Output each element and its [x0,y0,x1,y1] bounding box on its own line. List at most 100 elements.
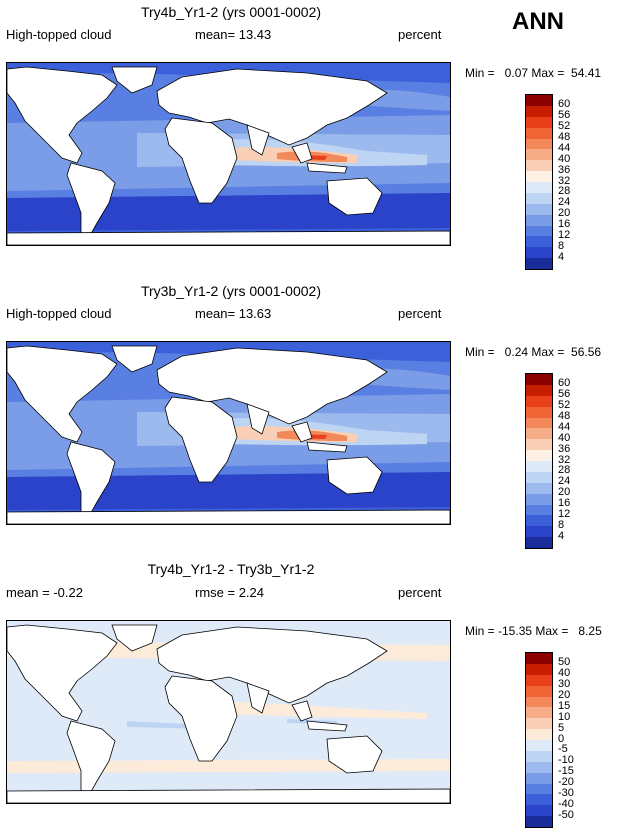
colorbar-tick-label: 52 [558,399,571,412]
colorbar-tick-label: 20 [558,689,571,701]
continent-outline [156,347,388,425]
colorbar-tick-label: 16 [558,218,571,230]
contour-band [7,193,450,231]
colorbar-swatch [526,203,552,215]
continent-outline [7,345,118,443]
continent-outline [246,124,270,156]
continent-outline [326,456,383,495]
colorbar-tick-label: 36 [558,163,571,176]
colorbar-swatch [526,182,552,193]
colorbar-tick-label: 56 [558,109,571,122]
colorbar-tick-label: 40 [558,152,571,165]
colorbar-tick-label: 20 [558,486,571,499]
contour-band [7,472,450,510]
colorbar-tick-label: -30 [558,786,574,799]
colorbar-swatch [526,214,552,226]
continent-outline [7,624,118,722]
units-label: percent [398,585,442,600]
colorbar-swatch [526,674,552,686]
colorbar-swatch [526,783,552,795]
continent-outline [291,142,348,174]
colorbar-tick-label: 16 [558,497,571,509]
continent-outline [291,421,348,453]
continent-outline [326,177,383,216]
colorbar-swatch [526,417,552,429]
colorbar-tick-label: 30 [558,678,571,691]
colorbar-tick-label: 52 [558,120,571,133]
season-label: ANN [512,8,564,35]
continent-outline [7,230,450,245]
colorbar-tick-label: 28 [558,185,571,198]
colorbar-swatch [526,685,552,697]
continent-outline [156,626,388,704]
colorbar-swatch [526,707,552,719]
colorbar-tick-label: 44 [558,141,571,154]
colorbar-swatch [526,105,552,117]
panel-title: Try4b_Yr1-2 - Try3b_Yr1-2 [147,561,315,577]
map-plot [6,62,451,246]
colorbar-swatch [526,696,552,708]
colorbar-swatch [526,761,552,773]
colorbar-swatch [526,95,552,106]
colorbar-tick-label: 12 [558,228,571,241]
colorbar-swatch [526,428,552,440]
contour-band [7,759,450,773]
colorbar-swatch [526,171,552,182]
colorbar-swatch [526,138,552,150]
colorbar-swatch [526,225,552,237]
continent-outline [164,396,238,483]
colorbar-swatch [526,461,552,472]
continent-outline [111,624,158,652]
colorbar [525,94,553,270]
colorbar [525,373,553,549]
colorbar-tick-label: 24 [558,196,571,209]
colorbar-swatch [526,395,552,407]
continent-outline [111,66,158,94]
colorbar-tick-label: 60 [558,98,571,111]
colorbar-swatch [526,750,552,762]
colorbar-tick-label: 4 [558,529,565,542]
colorbar-swatch [526,471,552,483]
continent-outline [326,735,383,774]
colorbar-tick-label: -10 [558,754,574,767]
colorbar-tick-label: 48 [558,410,571,422]
colorbar-tick-label: -5 [558,743,568,756]
colorbar-swatch [526,384,552,396]
colorbar-swatch [526,127,552,139]
colorbar-tick-label: 60 [558,377,571,390]
colorbar-tick-label: -15 [558,765,574,778]
colorbar-tick-label: 44 [558,420,571,433]
mean-label: mean= 13.43 [195,27,272,42]
panel-title: Try3b_Yr1-2 (yrs 0001-0002) [140,283,321,299]
colorbar-tick-label: 40 [558,667,571,680]
colorbar-tick-label: 4 [558,250,565,263]
colorbar-swatch [526,149,552,161]
colorbar-swatch [526,439,552,451]
colorbar-tick-label: 0 [558,732,565,745]
colorbar-swatch [526,805,552,817]
colorbar-tick-label: -40 [558,797,574,810]
colorbar-tick-label: 8 [558,239,565,252]
field-label: High-topped cloud [6,27,112,42]
colorbar-swatch [526,236,552,248]
continent-outline [7,788,450,803]
mean-label: mean= 13.63 [195,306,272,321]
min-max-label: Min = -15.35 Max = 8.25 [465,624,602,638]
colorbar-swatch [526,482,552,494]
continent-outline [164,675,238,762]
colorbar-swatch [526,718,552,730]
field-label: High-topped cloud [6,306,112,321]
colorbar-tick-label: 36 [558,442,571,455]
colorbar-swatch [526,406,552,418]
colorbar-tick-label: 50 [558,656,571,669]
colorbar-swatch [526,258,552,269]
colorbar-tick-label: 32 [558,174,571,187]
map-svg [7,621,450,803]
map-plot [6,341,451,525]
colorbar-tick-label: 24 [558,475,571,488]
colorbar-tick-label: -20 [558,776,574,788]
continent-outline [246,682,270,714]
map-svg [7,342,450,524]
colorbar-swatch [526,374,552,385]
colorbar-swatch [526,526,552,538]
